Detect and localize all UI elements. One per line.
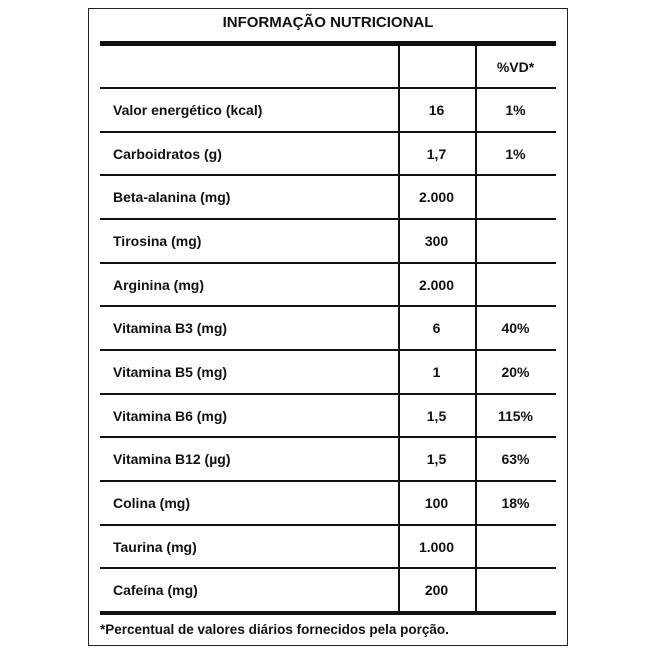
daily-value: 115%	[497, 407, 534, 424]
amount: 2.000	[418, 276, 455, 293]
column-divider	[398, 45, 400, 611]
amount: 1,5	[426, 407, 447, 424]
row-rule	[100, 261, 556, 264]
row-rule	[100, 523, 556, 526]
daily-value: 1%	[505, 145, 526, 162]
amount: 200	[424, 582, 449, 599]
nutrient-name: Cafeína (mg)	[113, 582, 198, 599]
nutrient-name: Beta-alanina (mg)	[113, 189, 231, 206]
thick-rule	[100, 611, 556, 615]
nutrient-name: Vitamina B5 (mg)	[113, 363, 228, 380]
amount: 2.000	[418, 189, 455, 206]
amount: 100	[424, 494, 449, 511]
column-divider	[475, 45, 477, 611]
amount: 1,7	[426, 145, 447, 162]
amount: 1,5	[426, 451, 447, 468]
row-rule	[100, 436, 556, 439]
label-frame	[88, 8, 568, 646]
thick-rule	[100, 41, 556, 46]
amount: 300	[424, 232, 449, 249]
amount: 1.000	[418, 538, 455, 555]
daily-value: 40%	[501, 320, 530, 337]
amount: 1	[432, 363, 441, 380]
row-rule	[100, 305, 556, 308]
nutrient-name: Valor energético (kcal)	[113, 101, 263, 118]
nutrient-name: Vitamina B6 (mg)	[113, 407, 228, 424]
row-rule	[100, 218, 556, 220]
amount: 6	[432, 320, 441, 337]
nutrient-name: Vitamina B12 (µg)	[113, 451, 231, 468]
row-rule	[100, 174, 556, 177]
daily-value: 63%	[501, 451, 530, 468]
row-rule	[100, 392, 556, 395]
row-rule	[100, 480, 556, 482]
daily-value: 1%	[505, 101, 526, 118]
nutrient-name: Vitamina B3 (mg)	[113, 320, 228, 337]
amount: 16	[428, 101, 445, 118]
header-cell: %VD*	[496, 58, 535, 75]
row-rule	[100, 130, 556, 133]
daily-value: 20%	[501, 363, 530, 380]
row-rule	[100, 87, 556, 89]
row-rule	[100, 349, 556, 351]
nutrient-name: Carboidratos (g)	[113, 145, 222, 162]
row-rule	[100, 567, 556, 570]
nutrient-name: Tirosina (mg)	[113, 232, 202, 249]
nutrient-name: Colina (mg)	[113, 494, 190, 511]
footnote: *Percentual de valores diários fornecido…	[100, 622, 449, 637]
table-title: INFORMAÇÃO NUTRICIONAL	[222, 14, 434, 31]
nutrient-name: Arginina (mg)	[113, 276, 204, 293]
nutrient-name: Taurina (mg)	[113, 538, 197, 555]
daily-value: 18%	[501, 494, 530, 511]
